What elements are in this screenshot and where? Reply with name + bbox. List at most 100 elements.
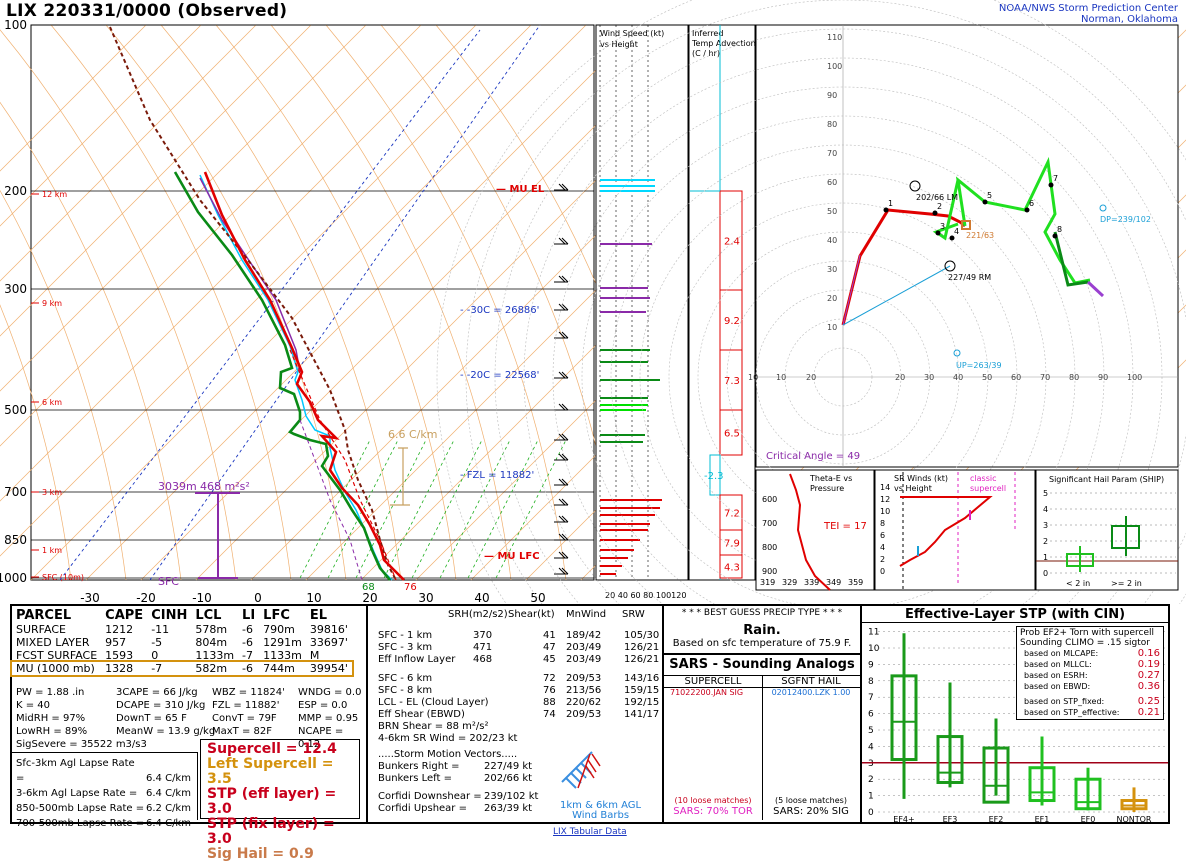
parcel-cell: FCST SURFACE [16,649,98,662]
pressure-label: 1000 [0,571,27,585]
wind-barb [554,403,569,411]
hodograph-frame [755,24,1179,468]
theta-y-tick: 700 [762,519,777,528]
composite-value: Left Supercell = 3.5 [207,756,334,787]
ta-value: -2.3 [704,471,724,482]
composite-value: Sig Hail = 0.9 [207,846,314,862]
lapse-value: 6.2 C/km [146,803,191,814]
stp-y-tick: 8 [868,677,874,687]
kin-cell: 126/21 [624,654,660,665]
lapse-rates: Sfc-3km Agl Lapse Rate = 6.4 C/km 3-6km Ag… [12,752,198,829]
wind-barb [554,331,569,339]
kin-cell: SFC - 3 km [378,642,433,653]
kin-cell: 41 [543,630,556,641]
kin-cell: 45 [543,654,556,665]
parcel-header-row: PARCEL CAPE CINH LCL LI LFC EL [12,608,352,623]
hodo-ring [494,28,1186,604]
lapse-value: 6.4 C/km [146,818,191,829]
sars-col-1-title: SUPERCELL [664,676,762,688]
stp-title: Effective-Layer STP (with CIN) [862,607,1168,623]
parcel-cell: 790m [263,623,295,636]
hodo-x-tick-left2: 20 [806,373,816,382]
composite-value: Supercell = 12.4 [207,741,337,757]
thermo-value: WBZ = 11824' [212,687,285,698]
hodo-trace-lime [955,156,1091,285]
motion-row: Corfidi Upshear = 263/39 kt [378,803,538,815]
motion-label: Bunkers Left = [378,773,452,784]
srh-468-label: 468 m²s² [200,480,250,493]
lm-marker [909,180,921,192]
hodo-point-label: 1 [888,199,893,208]
parcel-cell: 1133m [263,649,302,662]
brn-shear: BRN Shear = 88 m²/s² [378,721,489,732]
parcel-header-3: LCL [195,608,222,623]
theta-title: Pressure [810,484,844,493]
sars-match-1: 71022200.JAN SIG [670,688,744,697]
mixing-ratio [327,439,399,579]
stp-y-tick: 7 [868,693,874,703]
kin-cell: 72 [543,673,556,684]
sr-wind-46: 4-6km SR Wind = 202/23 kt [378,733,518,744]
lapse-label: Sfc-3km Agl Lapse Rate = [16,758,135,784]
ship-title: Significant Hail Param (SHIP) [1049,475,1164,484]
stp-y-tick: 3 [868,759,874,769]
prob-value: 0.27 [1137,670,1160,681]
hodo-trace-green [1053,231,1089,287]
ta-value: 6.5 [724,429,740,440]
temp-label: -30 [80,591,100,604]
sr-y-tick: 0 [880,567,885,576]
parcel-cell: -7 [151,662,163,675]
dewpoint-line [173,171,391,581]
downdraft-line [299,419,363,581]
stp-y-tick: 6 [868,710,874,720]
hodo-x-tick: 70 [1040,373,1050,382]
kin-cell: SFC - 6 km [378,673,433,684]
ta-box [719,554,743,579]
isotherm-neg [59,29,481,581]
kin-cell: 189/42 [566,630,602,641]
kin-cell: 47 [543,642,556,653]
sars-col-2-title: SGFNT HAIL [762,676,860,688]
ws-title: Wind Speed (kt) [600,29,664,38]
theta-x-tick: 339 [804,578,819,587]
mixing-ratio [439,439,511,579]
dry-adiabat [215,24,457,581]
wind-speed-frame [595,24,689,581]
mu-parcel [289,349,397,581]
sars-pct-1: SARS: 70% TOR [673,806,753,817]
prob-title-1: Prob EF2+ Torn with supercell [1020,628,1155,638]
up-label: UP=263/39 [956,361,1002,370]
theta-profile [789,473,831,591]
wind-barb [554,275,569,283]
isotherm [0,24,367,392]
kin-cell: 209/53 [566,709,602,720]
isotherm [30,24,587,581]
lapse-bracket [390,447,410,506]
height-label: SFC (10m) [42,573,84,582]
kin-cell: SFC - 1 km [378,630,433,641]
parcel-cell: M [309,649,320,662]
thermo-col-4: WNDG = 0.0 ESP = 0.0 MMP = 0.95 NCAPE = 0.1… [298,686,366,751]
height-3039-label: 3039m [158,480,197,493]
lapse-label: 3-6km Agl Lapse Rate = [16,788,138,799]
stp-panel: Effective-Layer STP (with CIN) 11 10 9 8 7 6 5… [860,604,1170,824]
rm-label: 227/49 RM [948,273,991,282]
hodo-y-tick: 110 [827,33,842,42]
theta-x-tick: 329 [782,578,797,587]
isotherm [0,24,147,172]
pressure-label: 850 [4,533,27,547]
kin-cell: Eff Inflow Layer [378,654,456,665]
ta-value: 7.3 [724,376,740,387]
up-marker [953,349,961,357]
motion-row: Bunkers Right = 227/49 kt [378,761,538,773]
sars-loose-1: (10 loose matches) [674,796,752,805]
hodo-y-tick: 10 [827,323,837,332]
tabular-data-link[interactable]: LIX Tabular Data [553,827,627,837]
prob-label: based on STP_fixed: [1024,697,1105,706]
stp-x-label: EF1 [1035,815,1050,822]
wind-barb [554,453,569,461]
ta-title: Inferred [692,29,723,38]
parcel-cell: 1593 [105,649,134,662]
hodo-point-label: 4 [954,227,959,236]
